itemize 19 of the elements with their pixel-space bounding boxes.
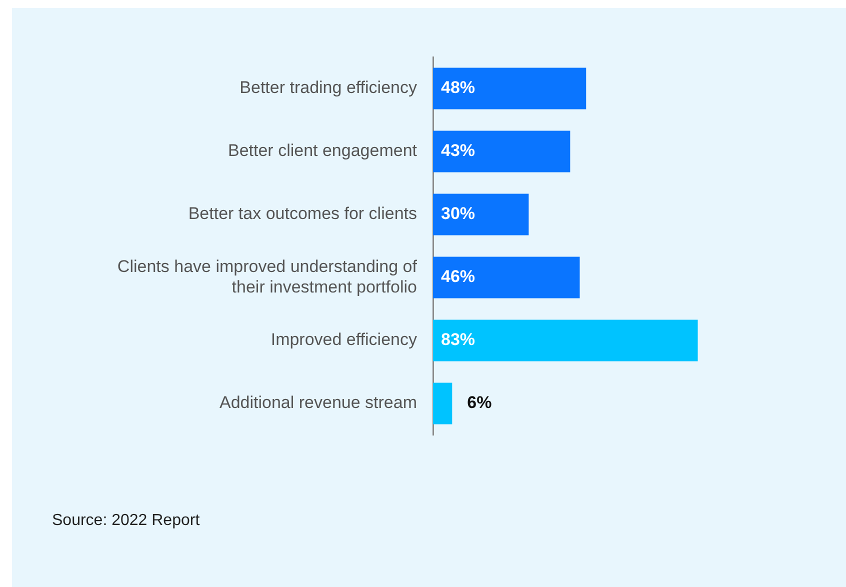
y-tick-label: Better client engagement (228, 141, 418, 160)
y-tick-label: Improved efficiency (270, 330, 418, 350)
bar (433, 256, 580, 298)
y-tick-label: Clients have improved understanding of their investment portfolio (117, 256, 418, 296)
data-label: 43% (441, 141, 476, 160)
bar (433, 68, 586, 110)
bar (433, 130, 570, 172)
data-label: 6% (467, 393, 492, 412)
y-tick-label: Additional revenue stream (219, 393, 417, 412)
bar (433, 194, 529, 236)
bar (433, 320, 698, 362)
bar (433, 382, 452, 424)
source-note: Source: 2022 Report (52, 512, 200, 530)
data-label: 30% (441, 204, 476, 224)
y-tick-label: Better trading efficiency (240, 78, 418, 98)
data-label: 83% (441, 330, 476, 350)
y-tick-label: Better tax outcomes for clients (188, 204, 417, 224)
data-label: 48% (441, 78, 476, 98)
data-label: 46% (441, 267, 476, 286)
